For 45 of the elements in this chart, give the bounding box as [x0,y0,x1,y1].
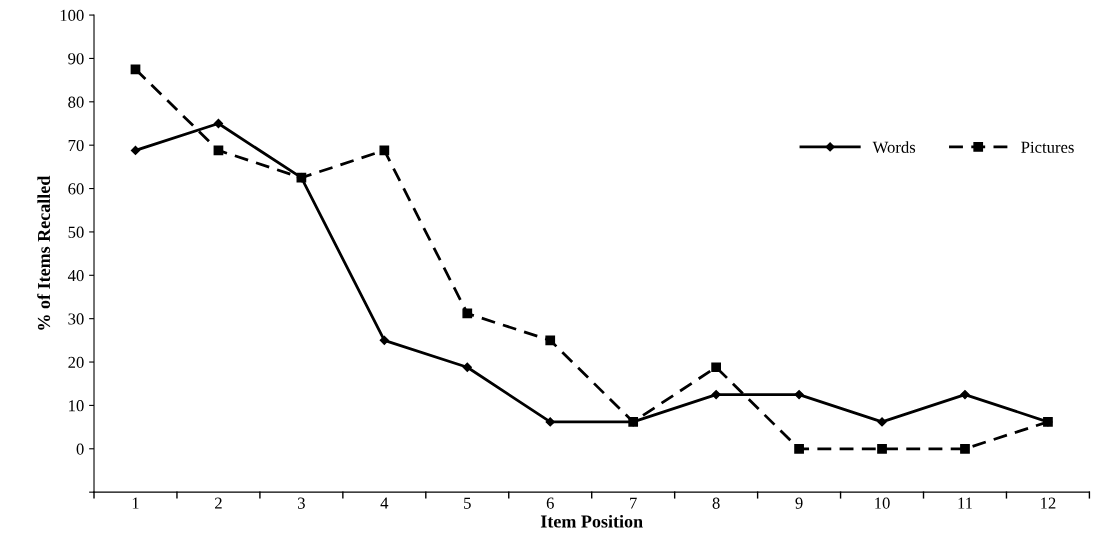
y-tick-label: 90 [68,53,84,65]
x-tick-label: 9 [795,497,803,509]
x-tick-label: 2 [215,497,222,509]
y-tick-label: 20 [68,356,84,368]
x-tick-label: 10 [875,497,890,509]
x-tick-label: 12 [1041,497,1056,509]
point [130,64,141,75]
x-tick-label: 4 [380,497,389,509]
y-tick-label: 30 [68,313,84,325]
y-tick-label: 100 [60,9,84,22]
point [379,335,389,345]
point [462,308,473,319]
point [877,443,887,454]
point [296,172,307,183]
y-tick-label: 70 [68,139,84,152]
x-tick-label: 7 [630,497,637,509]
x-tick-label: 11 [958,497,973,509]
point [794,389,804,400]
y-axis-title: % of Items Recalled [37,175,51,330]
x-tick-label: 5 [464,497,471,509]
point [628,417,639,427]
point [877,417,887,427]
y-tick-label: 60 [68,183,84,195]
point [545,417,555,427]
point [960,389,970,400]
point [462,362,472,372]
y-tick-label: 80 [68,96,84,108]
y-tick-label: 50 [68,226,84,238]
x-tick-label: 1 [132,497,139,509]
point [379,145,390,156]
point [794,443,804,454]
point [130,145,141,156]
y-tick-label: 10 [69,400,84,412]
point [711,389,721,400]
x-axis-title: Item Position [540,514,643,528]
legend-label: Pictures [1021,141,1074,153]
x-tick-label: 8 [712,497,720,509]
point [960,443,970,454]
legend-label: Words [872,141,916,153]
x-tick-label: 3 [298,497,305,509]
y-tick-label: 0 [76,443,84,455]
y-tick-label: 40 [67,270,84,282]
x-tick-label: 6 [546,497,554,509]
point [711,362,721,373]
point [545,335,556,346]
